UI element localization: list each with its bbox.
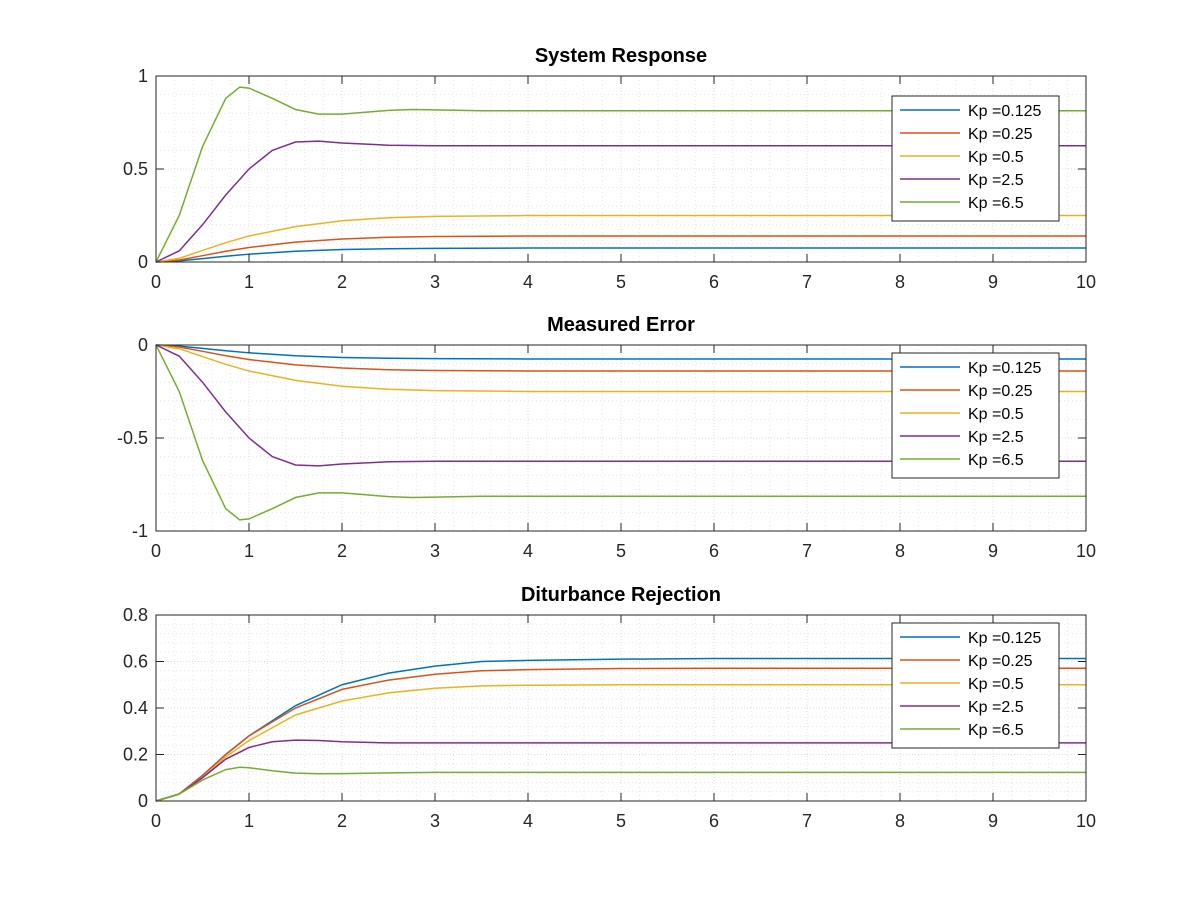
x-tick-label: 8 <box>895 541 905 561</box>
subplot-system-response: System Response 0 1 2 3 4 5 6 7 8 9 10 0 0.5 1 Kp =0.1… <box>123 45 1096 292</box>
x-tick-label: 4 <box>523 541 533 561</box>
series-line <box>155 344 1086 521</box>
series-line <box>155 344 1086 360</box>
x-tick-label: 9 <box>988 541 998 561</box>
x-tick-label: 3 <box>430 541 440 561</box>
series-line <box>155 140 1086 263</box>
y-tick-label: 0.5 <box>123 159 148 179</box>
legend-label: Kp =0.5 <box>968 676 1024 693</box>
ticks: 0 1 2 3 4 5 6 7 8 9 10 0 0.5 1 <box>123 66 1096 292</box>
x-tick-label: 6 <box>709 272 719 292</box>
grid <box>155 75 1087 263</box>
x-tick-label: 0 <box>151 272 161 292</box>
x-tick-label: 2 <box>337 541 347 561</box>
legend-label: Kp =6.5 <box>968 195 1024 212</box>
series-line <box>155 739 1086 802</box>
x-tick-label: 1 <box>244 811 254 831</box>
x-tick-label: 10 <box>1076 272 1096 292</box>
legend: Kp =0.125 Kp =0.25 Kp =0.5 Kp =2.5 Kp =6.5 <box>891 95 1060 222</box>
x-tick-label: 0 <box>151 811 161 831</box>
y-tick-label: 0 <box>138 252 148 272</box>
x-tick-label: 1 <box>244 272 254 292</box>
series-line <box>155 344 1086 393</box>
legend-label: Kp =0.25 <box>968 383 1033 400</box>
legend-label: Kp =0.5 <box>968 149 1024 166</box>
x-tick-label: 1 <box>244 541 254 561</box>
series-line <box>155 344 1086 467</box>
x-tick-label: 6 <box>709 541 719 561</box>
legend-box <box>891 352 1060 479</box>
legend-label: Kp =6.5 <box>968 722 1024 739</box>
series-group <box>155 344 1086 521</box>
series-group <box>155 86 1086 263</box>
x-tick-label: 5 <box>616 272 626 292</box>
x-tick-label: 4 <box>523 811 533 831</box>
x-tick-label: 9 <box>988 811 998 831</box>
subplot-measured-error: Measured Error 0 1 2 3 4 5 6 7 8 9 10 -1 -0.5 0 Kp =0.… <box>117 314 1096 561</box>
x-tick-label: 7 <box>802 272 812 292</box>
legend-box <box>891 622 1060 749</box>
x-tick-label: 5 <box>616 811 626 831</box>
x-tick-label: 10 <box>1076 811 1096 831</box>
legend-label: Kp =0.25 <box>968 653 1033 670</box>
chart-title: System Response <box>535 45 707 67</box>
series-group <box>155 657 1086 802</box>
x-tick-label: 9 <box>988 272 998 292</box>
series-line <box>155 86 1086 263</box>
subplot-disturbance-rejection: Diturbance Rejection 0 1 2 3 4 5 6 7 8 9 10 0 0.2 0.4… <box>123 584 1096 831</box>
ticks: 0 1 2 3 4 5 6 7 8 9 10 0 0.2 0.4 0.6 0.8 <box>123 605 1096 831</box>
legend-label: Kp =0.125 <box>968 630 1042 647</box>
legend-label: Kp =2.5 <box>968 172 1024 189</box>
legend-label: Kp =2.5 <box>968 699 1024 716</box>
legend-label: Kp =0.125 <box>968 103 1042 120</box>
y-tick-label: 0.8 <box>123 605 148 625</box>
x-tick-label: 8 <box>895 811 905 831</box>
y-tick-label: -1 <box>132 521 148 541</box>
x-tick-label: 8 <box>895 272 905 292</box>
chart-title: Diturbance Rejection <box>521 584 721 606</box>
legend-label: Kp =0.5 <box>968 406 1024 423</box>
x-tick-label: 4 <box>523 272 533 292</box>
series-line <box>155 235 1086 263</box>
legend-label: Kp =0.125 <box>968 360 1042 377</box>
x-tick-label: 5 <box>616 541 626 561</box>
legend: Kp =0.125 Kp =0.25 Kp =0.5 Kp =2.5 Kp =6.5 <box>891 622 1060 749</box>
series-line <box>155 344 1086 372</box>
legend-label: Kp =0.25 <box>968 126 1033 143</box>
x-tick-label: 7 <box>802 541 812 561</box>
series-line <box>155 667 1086 802</box>
x-tick-label: 10 <box>1076 541 1096 561</box>
series-line <box>155 214 1086 263</box>
y-tick-label: 0.6 <box>123 652 148 672</box>
y-tick-label: 1 <box>138 66 148 86</box>
series-line <box>155 766 1086 802</box>
legend-label: Kp =6.5 <box>968 452 1024 469</box>
y-tick-label: 0 <box>138 335 148 355</box>
x-tick-label: 3 <box>430 811 440 831</box>
series-line <box>155 247 1086 263</box>
x-tick-label: 2 <box>337 272 347 292</box>
y-tick-label: 0.2 <box>123 745 148 765</box>
chart-title: Measured Error <box>547 314 695 336</box>
series-line <box>155 684 1086 802</box>
x-tick-label: 6 <box>709 811 719 831</box>
legend-label: Kp =2.5 <box>968 429 1024 446</box>
x-tick-label: 3 <box>430 272 440 292</box>
x-tick-label: 2 <box>337 811 347 831</box>
x-tick-label: 0 <box>151 541 161 561</box>
x-tick-label: 7 <box>802 811 812 831</box>
y-tick-label: -0.5 <box>117 428 148 448</box>
legend: Kp =0.125 Kp =0.25 Kp =0.5 Kp =2.5 Kp =6.5 <box>891 352 1060 479</box>
y-tick-label: 0.4 <box>123 698 148 718</box>
y-tick-label: 0 <box>138 791 148 811</box>
legend-box <box>891 95 1060 222</box>
ticks: 0 1 2 3 4 5 6 7 8 9 10 -1 -0.5 0 <box>117 335 1096 561</box>
